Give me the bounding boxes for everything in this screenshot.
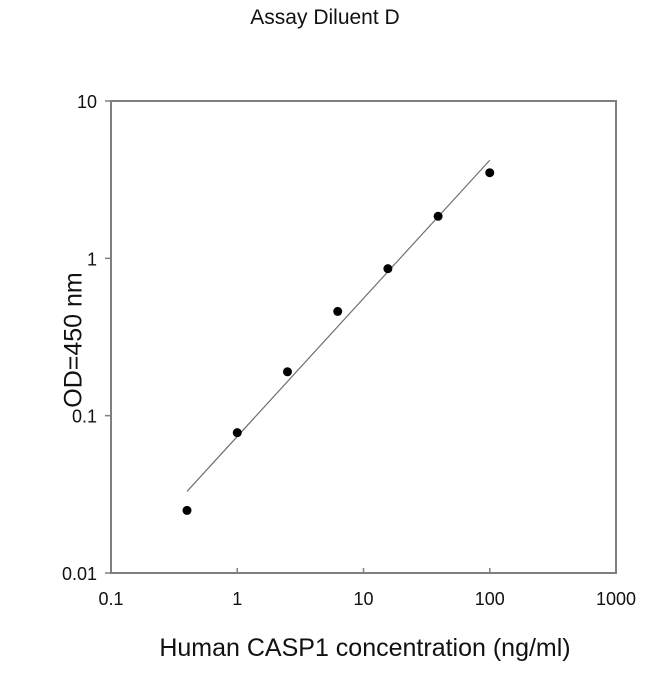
x-tick-label: 10 [353,589,373,609]
plot-frame [110,100,617,574]
y-tick-label: 10 [77,92,97,112]
fit-line [186,159,491,492]
x-tick-label: 100 [475,589,505,609]
data-point [282,367,292,377]
y-axis-label: OD=450 nm [59,272,88,408]
y-tick-label: 1 [87,249,97,269]
data-point [485,168,495,178]
x-tick-label: 1 [232,589,242,609]
data-point [433,211,443,221]
data-point [383,264,393,274]
y-tick-label: 0.01 [62,564,97,584]
data-point [232,428,242,438]
x-tick-label: 0.1 [98,589,123,609]
y-tick-label: 0.1 [72,407,97,427]
chart-title: Assay Diluent D [250,6,400,29]
y-axis-label-container: OD=450 nm [6,200,87,480]
data-point [333,306,343,316]
x-axis-label: Human CASP1 concentration (ng/ml) [159,634,571,662]
data-point [182,505,192,515]
x-tick-label: 1000 [596,589,636,609]
